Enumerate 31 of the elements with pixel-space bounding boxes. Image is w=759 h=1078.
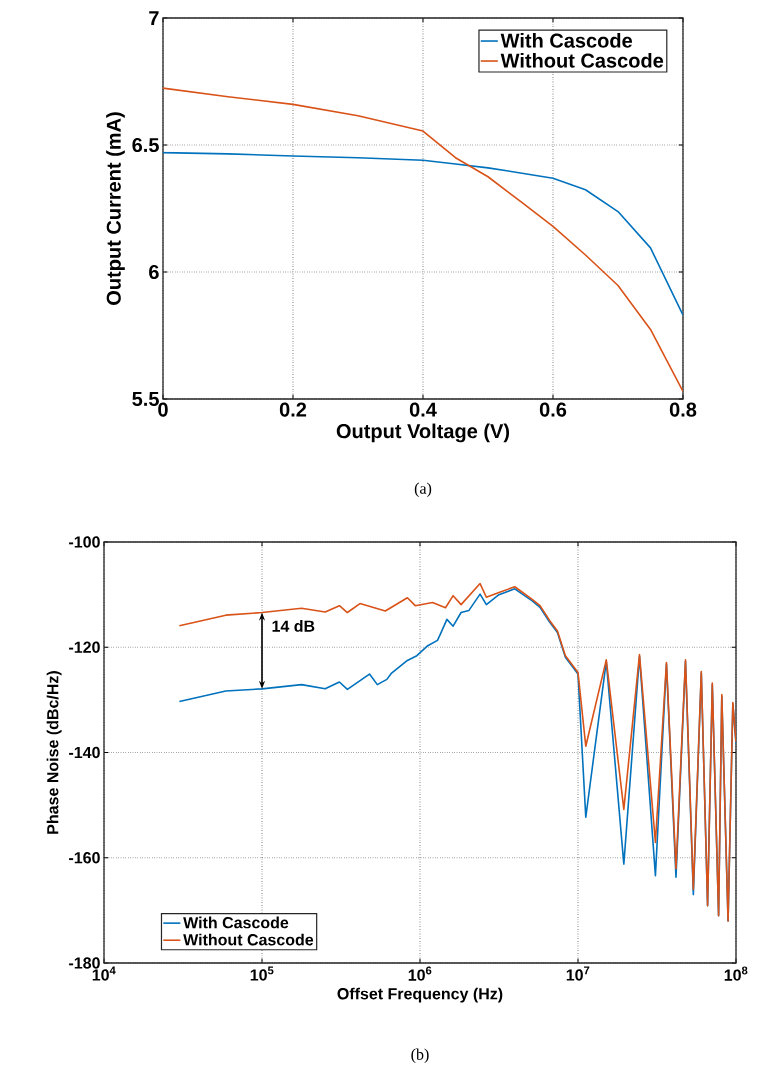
legend-label: With Cascode (183, 916, 289, 929)
line-series (163, 87, 683, 393)
y-tick-label: -140 (69, 746, 100, 759)
x-tick-label: 10$^{8}$ (724, 966, 748, 981)
x-axis-title: Output Voltage (V) (336, 423, 510, 443)
x-tick-label: 0.8 (669, 402, 697, 417)
x-tick-label: 10$^{5}$ (250, 966, 274, 981)
text: (a) (414, 482, 432, 498)
legend-label: Without Cascode (183, 933, 314, 946)
line-series (163, 151, 683, 316)
y-tick-label: -160 (69, 852, 100, 864)
y-tick-label: 6.5 (132, 137, 159, 153)
y-tick-label: 5.5 (132, 392, 159, 406)
y-tick-label: -120 (69, 641, 100, 653)
x-tick-label: 0.4 (409, 402, 437, 417)
legend-label: With Cascode (500, 33, 633, 48)
text: (b) (411, 1048, 429, 1064)
x-tick-label: 0.6 (539, 402, 567, 417)
x-tick-label: 0.2 (279, 402, 307, 417)
y-axis-title: Phase Noise (dBc/Hz) (46, 671, 62, 834)
annotation: 14 dB (272, 620, 315, 632)
y-tick-label: -100 (69, 536, 100, 548)
x-tick-label: 10$^{6}$ (408, 966, 432, 981)
x-tick-label: 0 (158, 402, 168, 417)
y-tick-label: 7 (149, 11, 159, 25)
x-axis-title: Offset Frequency (Hz) (337, 987, 503, 1003)
y-axis-title: Output Current (mA) (106, 112, 125, 305)
legend-label: Without Cascode (500, 53, 664, 68)
y-tick-label: 6 (149, 264, 159, 280)
x-tick-label: 10$^{7}$ (566, 966, 590, 981)
y-tick-label: -180 (69, 957, 100, 969)
